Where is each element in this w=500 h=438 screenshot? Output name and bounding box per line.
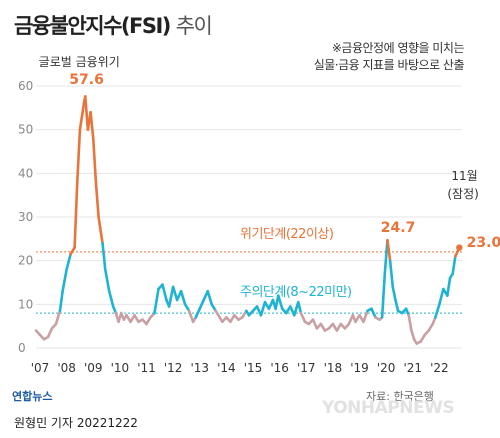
series-segment (451, 254, 457, 276)
series-end-point (456, 244, 463, 251)
series-segment (91, 137, 98, 184)
x-tick-label: '19 (350, 361, 369, 375)
annotation-label: 24.7 (381, 220, 416, 236)
series-segment (206, 289, 214, 306)
y-tick-label: 20 (18, 254, 33, 268)
x-tick-label: '14 (217, 361, 236, 375)
series-segment (446, 276, 452, 297)
yonhap-logo: 연합뉴스 (12, 388, 52, 404)
annotation-label: 11월 (451, 169, 477, 183)
annotation-label: 글로벌 금융위기 (39, 55, 120, 69)
series-segment (388, 259, 395, 289)
annotation-label: (잠정) (447, 187, 478, 201)
series-segment (75, 128, 82, 184)
x-tick-label: '16 (270, 361, 289, 375)
method-note-line-1: ※금융안정에 영향을 미치는 (331, 41, 465, 55)
x-tick-label: '10 (111, 361, 130, 375)
series-segment (103, 268, 111, 293)
series-segment (299, 311, 307, 324)
series-segment (171, 285, 179, 302)
series-segment (73, 180, 79, 249)
method-note-line-2: 실물·금융 지표를 바탕으로 산출 (313, 58, 465, 72)
series-segment (362, 309, 369, 324)
series-segment (394, 298, 400, 313)
yonhap-logo-text: 연합뉴스 (12, 390, 53, 403)
series-segment (161, 283, 168, 302)
series-segment (438, 287, 445, 306)
series-segment (276, 294, 284, 311)
threshold-label: 위기단계(22이상) (240, 227, 333, 242)
series-segment (311, 318, 319, 330)
x-tick-label: '09 (84, 361, 103, 375)
y-tick-label: 0 (18, 341, 26, 355)
x-tick-label: '12 (164, 361, 183, 375)
y-tick-label: 60 (18, 79, 33, 93)
byline: 원형민 기자 20221222 (14, 416, 138, 430)
annotation-label: 23.0 (467, 235, 500, 251)
x-tick-label: '22 (430, 361, 449, 375)
series-segment (167, 285, 175, 308)
series-segment (370, 307, 377, 319)
series-segment (153, 287, 160, 315)
x-tick-label: '07 (31, 361, 50, 375)
x-tick-label: '13 (190, 361, 209, 375)
annotation-label: 57.6 (69, 72, 104, 88)
series-segment (94, 180, 100, 219)
series-segment (54, 309, 62, 326)
y-tick-label: 30 (18, 210, 33, 224)
x-tick-label: '11 (137, 361, 156, 375)
x-tick-label: '18 (324, 361, 343, 375)
x-tick-label: '21 (403, 361, 422, 375)
series-segment (407, 313, 413, 332)
series-segment (259, 300, 267, 317)
method-note: ※금융안정에 영향을 미치는 실물·금융 지표를 바탕으로 산출 (224, 40, 465, 74)
series-segment (296, 300, 303, 315)
threshold-label: 주의단계(8~22미만) (240, 285, 352, 300)
watermark: YONHAPNEWS (322, 398, 455, 418)
series-segment (101, 241, 107, 271)
series-segment (386, 238, 392, 262)
x-tick-label: '08 (57, 361, 76, 375)
series-segment (198, 298, 206, 311)
source-note: 자료: 한국은행 (366, 390, 434, 403)
series-segment (61, 268, 68, 293)
series-segment (58, 289, 64, 313)
series-segment (179, 289, 187, 306)
series-segment (380, 272, 387, 319)
x-tick-label: '20 (377, 361, 396, 375)
x-tick-label: '17 (297, 361, 316, 375)
series-segment (89, 110, 95, 140)
series-segment (107, 289, 115, 308)
series-segment (434, 303, 441, 319)
series-segment (410, 329, 416, 341)
y-tick-label: 40 (18, 166, 33, 180)
series-segment (65, 252, 72, 271)
series-segment (187, 309, 195, 324)
series-segment (46, 327, 54, 339)
chart-title: 금융불안지수(FSI) 추이 (14, 10, 213, 40)
series-segment (194, 307, 202, 319)
y-tick-label: 50 (18, 123, 33, 137)
chart-title-sub: 추이 (175, 14, 213, 38)
series-segment (391, 285, 397, 302)
series-segment (97, 215, 104, 245)
series-segment (78, 102, 86, 131)
chart-title-main: 금융불안지수(FSI) (14, 14, 171, 38)
y-tick-label: 10 (18, 297, 33, 311)
x-tick-label: '15 (244, 361, 263, 375)
